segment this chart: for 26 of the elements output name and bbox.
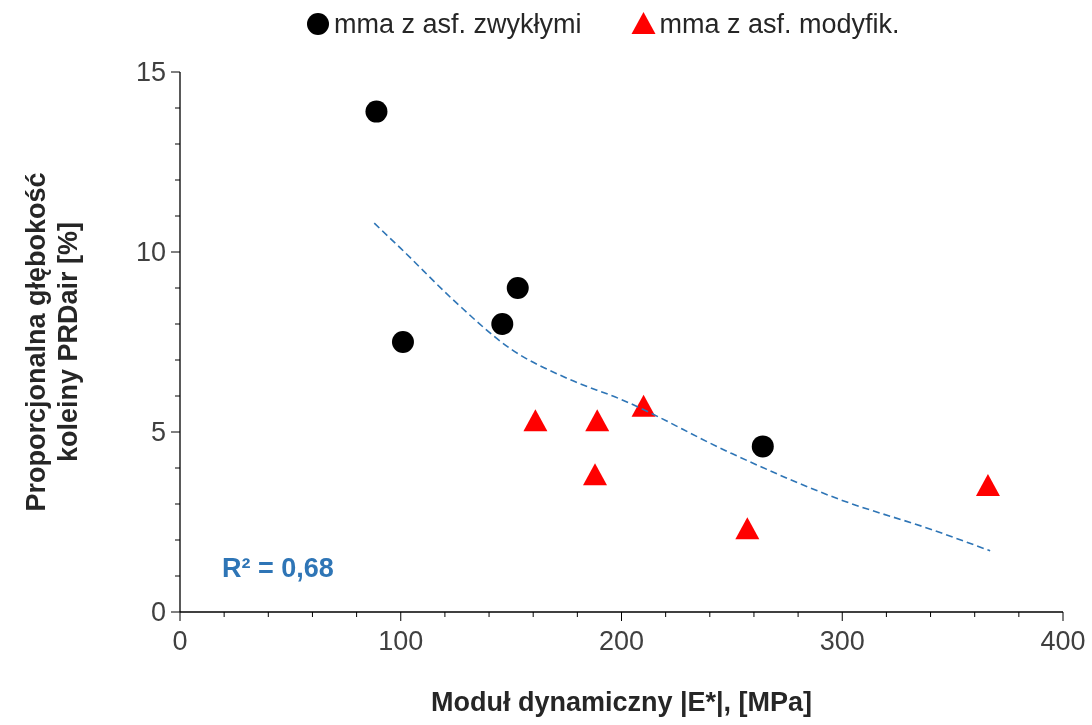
y-axis-title: Proporcjonalna głębokość koleiny PRDair [%] (21, 172, 83, 512)
point (491, 313, 514, 335)
point (523, 409, 548, 432)
point (735, 517, 760, 540)
point (583, 463, 608, 486)
point (365, 100, 388, 123)
legend-label: mma z asf. zwykłymi (334, 9, 582, 39)
legend-label: mma z asf. modyfik. (659, 9, 900, 39)
x-tick-label: 0 (172, 626, 188, 656)
line-series (373, 222, 991, 552)
x-tick-label: 200 (598, 626, 645, 656)
point (751, 435, 774, 458)
x-axis-title: Moduł dynamiczny |E*|, [MPa] (430, 687, 813, 717)
x-tick-label: 100 (378, 626, 424, 656)
y-tick-label: 0 (150, 597, 166, 627)
point (975, 474, 1000, 496)
annotation: R² = 0,68 (222, 553, 334, 583)
y-tick-label: 5 (150, 417, 166, 447)
x-tick-label: 300 (819, 626, 865, 656)
point (585, 409, 610, 432)
x-tick-label: 400 (1040, 626, 1086, 656)
point (631, 394, 656, 417)
y-tick-label: 10 (135, 237, 166, 267)
y-tick-label: 15 (135, 57, 166, 87)
point (506, 277, 529, 299)
point (391, 331, 414, 353)
